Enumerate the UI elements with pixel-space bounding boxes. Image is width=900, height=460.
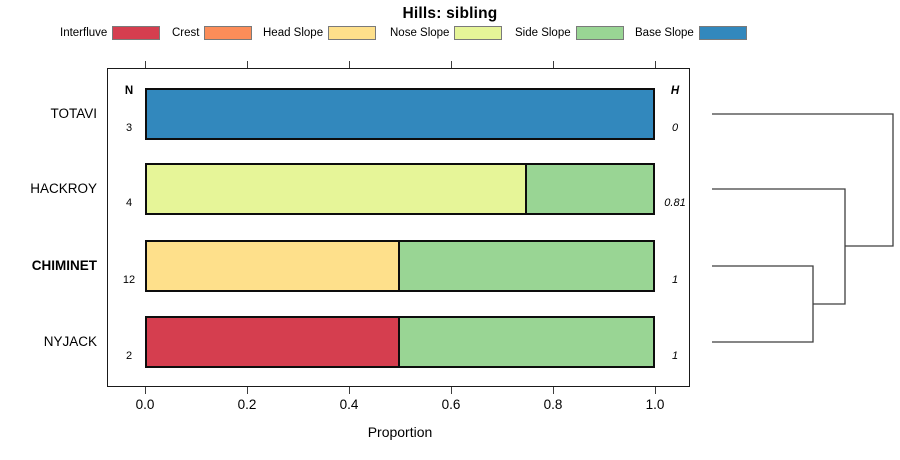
axis-tick-label: 0.2	[237, 397, 257, 412]
h-value: 1	[671, 274, 679, 286]
category-label: HACKROY	[30, 181, 97, 196]
bar-segment	[147, 90, 653, 138]
plot-area	[107, 68, 690, 387]
axis-tick	[451, 61, 452, 68]
category-label: TOTAVI	[50, 106, 97, 121]
category-label: NYJACK	[43, 334, 97, 349]
n-value: 12	[122, 274, 136, 286]
axis-tick-label: 0.4	[339, 397, 359, 412]
x-axis-label: Proportion	[367, 424, 433, 440]
legend-label: Crest	[172, 27, 200, 39]
legend-item: Side Slope	[515, 25, 624, 41]
bar-row	[145, 240, 655, 292]
legend-swatch	[454, 26, 503, 40]
axis-tick-label: 0.6	[441, 397, 461, 412]
legend-swatch	[112, 26, 161, 40]
dendrogram-branch	[712, 188, 846, 305]
legend-item: Base Slope	[635, 25, 747, 41]
legend-label: Head Slope	[263, 27, 324, 39]
axis-tick-label: 0.8	[543, 397, 563, 412]
bar-row	[145, 316, 655, 368]
h-value: 0	[671, 122, 679, 134]
dendrogram-branch	[712, 113, 894, 247]
axis-tick-label: 1.0	[645, 397, 665, 412]
legend-swatch	[204, 26, 253, 40]
legend-label: Interfluve	[60, 27, 108, 39]
n-value: 3	[125, 122, 133, 134]
axis-tick	[349, 387, 350, 394]
axis-tick	[553, 387, 554, 394]
bar-row	[145, 163, 655, 215]
axis-tick	[553, 61, 554, 68]
category-label: CHIMINET	[31, 258, 97, 273]
bar-row	[145, 88, 655, 140]
legend-label: Nose Slope	[390, 27, 450, 39]
axis-tick	[247, 387, 248, 394]
legend-swatch	[698, 26, 747, 40]
legend-swatch	[575, 26, 624, 40]
bar-segment	[400, 318, 653, 366]
axis-tick	[655, 61, 656, 68]
dendrogram-branch	[712, 265, 814, 343]
axis-tick	[145, 61, 146, 68]
bar-segment	[400, 242, 653, 290]
legend-swatch	[328, 26, 377, 40]
n-column-header: N	[124, 85, 134, 97]
bar-segment	[526, 165, 653, 213]
bar-segment	[147, 242, 400, 290]
bar-segment	[147, 165, 527, 213]
h-column-header: H	[670, 85, 680, 97]
legend-label: Base Slope	[635, 27, 694, 39]
axis-tick-label: 0.0	[135, 397, 155, 412]
legend-item: Interfluve	[60, 25, 161, 41]
legend-item: Head Slope	[263, 25, 377, 41]
h-value: 1	[671, 350, 679, 362]
h-value: 0.81	[664, 197, 686, 209]
legend-label: Side Slope	[515, 27, 571, 39]
legend-item: Nose Slope	[390, 25, 503, 41]
chart-title: Hills: sibling	[402, 5, 498, 22]
axis-tick	[247, 61, 248, 68]
n-value: 2	[125, 350, 133, 362]
bar-segment	[147, 318, 400, 366]
axis-tick	[451, 387, 452, 394]
n-value: 4	[125, 197, 133, 209]
axis-tick	[145, 387, 146, 394]
legend-item: Crest	[172, 25, 253, 41]
axis-tick	[655, 387, 656, 394]
axis-tick	[349, 61, 350, 68]
